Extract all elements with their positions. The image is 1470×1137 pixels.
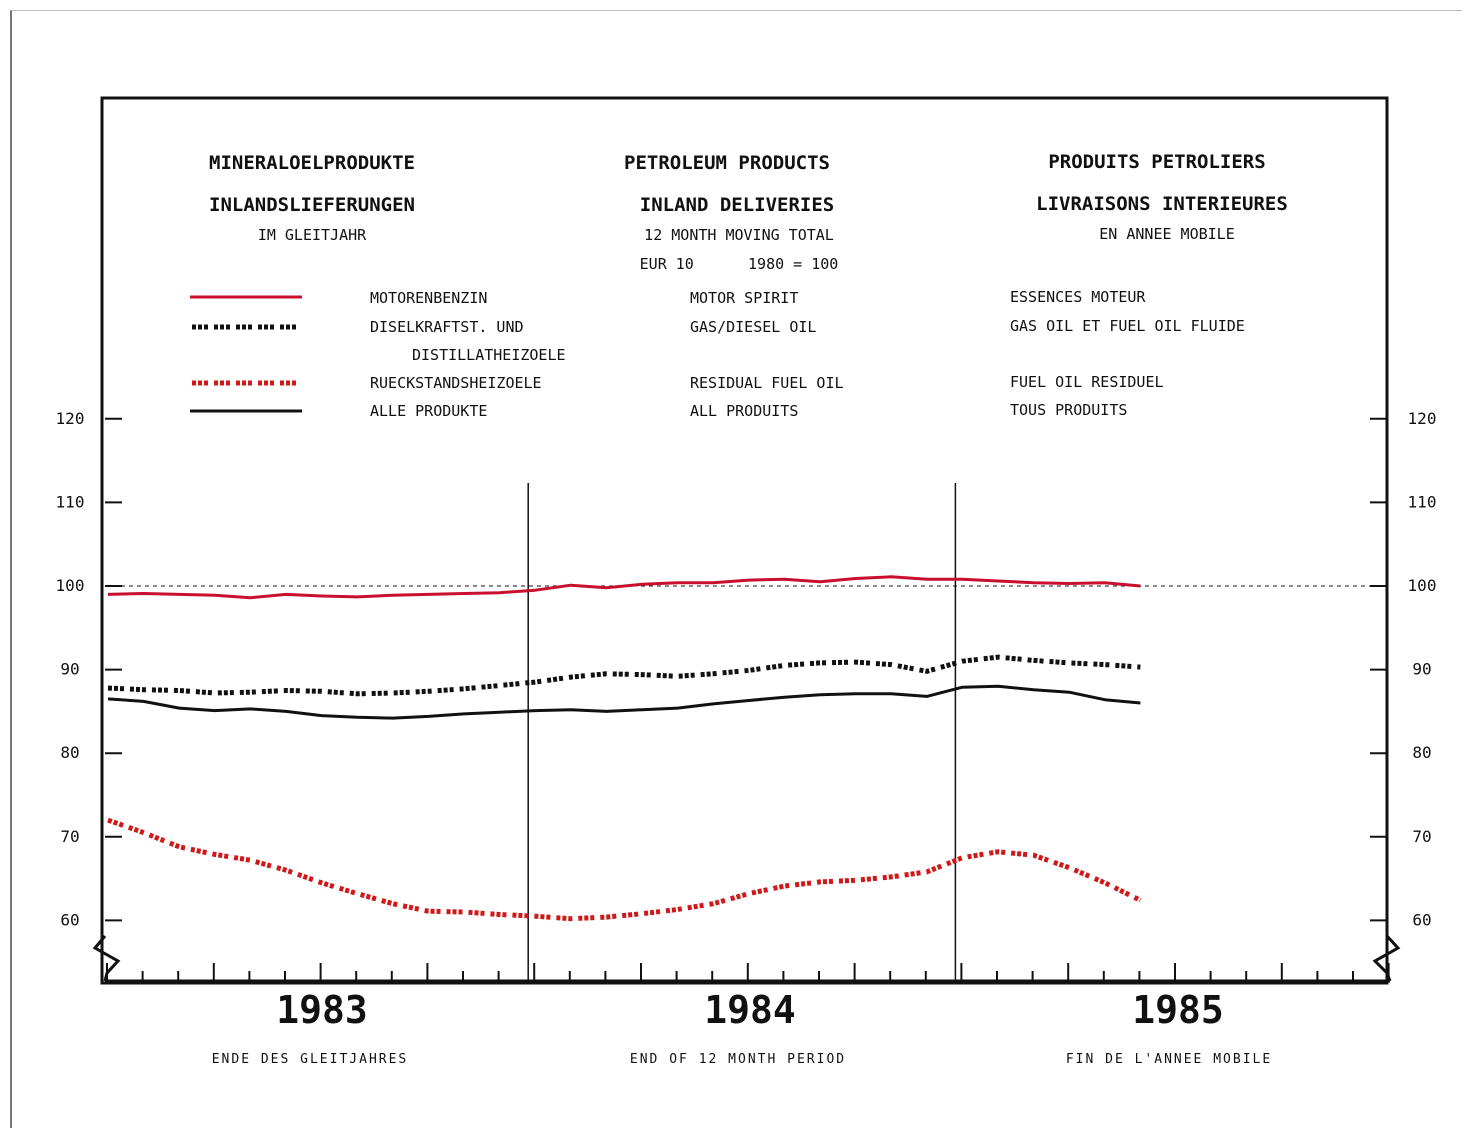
legend-label-de-motor: MOTORENBENZIN (370, 289, 487, 307)
y-tick-label-right: 60 (1412, 910, 1431, 929)
year-label: 1984 (704, 988, 796, 1032)
y-tick-label-right: 120 (1408, 409, 1437, 428)
y-tick-label-right: 70 (1412, 827, 1431, 846)
x-axis: 1983 1984 1985 (105, 483, 1390, 1032)
series-line-diselkraftst-und-distillatheizoele (107, 654, 1141, 697)
legend-label-de-residual: RUECKSTANDSHEIZOELE (370, 374, 542, 392)
y-tick-label-left: 120 (56, 409, 85, 428)
subtitle-en: INLAND DELIVERIES (640, 194, 834, 216)
year-label: 1985 (1132, 988, 1224, 1032)
title-fr: PRODUITS PETROLIERS (1048, 151, 1265, 173)
note-fr: EN ANNEE MOBILE (1099, 225, 1234, 243)
title-de: MINERALOELPRODUKTE (209, 152, 415, 174)
legend-label-de-gasoil: DISELKRAFTST. UND (370, 318, 524, 336)
series-layer (107, 575, 1142, 922)
legend-label-en-residual: RESIDUAL FUEL OIL (690, 374, 844, 392)
footer-en: END OF 12 MONTH PERIOD (630, 1052, 846, 1067)
legend-label-de-all: ALLE PRODUKTE (370, 402, 487, 420)
y-tick-label-left: 70 (60, 827, 79, 846)
chart-frame (100, 96, 1389, 985)
y-axis-left: 60 70 80 90 100 110 120 (56, 409, 122, 982)
series-line-alle-produkte (107, 684, 1141, 720)
chart-page: MINERALOELPRODUKTE INLANDSLIEFERUNGEN IM… (10, 10, 1462, 1128)
subtitle-fr: LIVRAISONS INTERIEURES (1036, 193, 1288, 215)
legend-label-fr-motor: ESSENCES MOTEUR (1010, 288, 1146, 306)
y-tick-label-left: 100 (56, 576, 85, 595)
legend-label-fr-gasoil: GAS OIL ET FUEL OIL FLUIDE (1010, 317, 1245, 335)
footer-fr: FIN DE L'ANNEE MOBILE (1066, 1052, 1272, 1067)
legend-label-en-all: ALL PRODUITS (690, 402, 798, 420)
note-en: 12 MONTH MOVING TOTAL (644, 226, 834, 244)
legend-label-fr-all: TOUS PRODUITS (1010, 401, 1127, 419)
legend-label-en-motor: MOTOR SPIRIT (690, 289, 798, 307)
legend-label-en-gasoil: GAS/DIESEL OIL (690, 318, 816, 336)
y-axis-right: 60 70 80 90 100 110 120 (1370, 409, 1437, 982)
y-tick-label-left: 80 (60, 743, 79, 762)
series-line-motorenbenzin (107, 575, 1141, 600)
y-tick-label-left: 90 (60, 660, 79, 679)
legend-label-de-gasoil-2: DISTILLATHEIZOELE (412, 346, 566, 364)
y-tick-label-left: 110 (56, 492, 85, 511)
y-tick-label-left: 60 (60, 910, 79, 929)
subtitle-de: INLANDSLIEFERUNGEN (209, 194, 415, 216)
note2-en: EUR 10 1980 = 100 (640, 255, 839, 273)
title-en: PETROLEUM PRODUCTS (624, 152, 830, 174)
y-tick-label-right: 90 (1412, 660, 1431, 679)
y-tick-label-right: 110 (1408, 492, 1437, 511)
legend-label-fr-residual: FUEL OIL RESIDUEL (1010, 373, 1164, 391)
year-label: 1983 (276, 988, 368, 1032)
y-tick-label-right: 80 (1412, 743, 1431, 762)
chart-svg: MINERALOELPRODUKTE INLANDSLIEFERUNGEN IM… (56, 96, 1437, 1067)
y-tick-label-right: 100 (1408, 576, 1437, 595)
footer-de: ENDE DES GLEITJAHRES (212, 1052, 409, 1067)
series-line-rueckstandsheizoele (107, 817, 1142, 922)
note-de: IM GLEITJAHR (258, 226, 367, 244)
